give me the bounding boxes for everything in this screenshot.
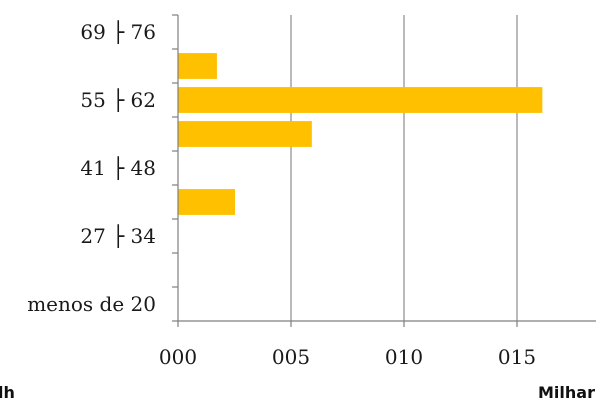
bar-7 — [178, 53, 217, 79]
units-left-label: lh — [0, 383, 15, 402]
bar-5 — [178, 121, 312, 147]
y-tick-label: 41 ├ 48 — [80, 156, 156, 180]
y-tick-label: 69 ├ 76 — [80, 20, 156, 44]
y-tick-label: 27 ├ 34 — [80, 224, 156, 248]
y-tick-label: menos de 20 — [27, 292, 156, 316]
bars — [178, 53, 543, 215]
labels: 000 005 010 015 menos de 20 27 ├ 34 41 ├ 48 55 … — [27, 20, 536, 369]
x-tick-label: 005 — [272, 345, 310, 369]
axes — [172, 14, 596, 327]
x-tick-label: 015 — [498, 345, 536, 369]
x-tick-label: 000 — [159, 345, 197, 369]
units-right-label: Milhar — [538, 383, 595, 402]
bar-3 — [178, 189, 235, 215]
bar-6 — [178, 87, 543, 113]
x-tick-label: 010 — [385, 345, 423, 369]
gridlines — [290, 15, 518, 321]
y-tick-label: 55 ├ 62 — [80, 88, 156, 112]
